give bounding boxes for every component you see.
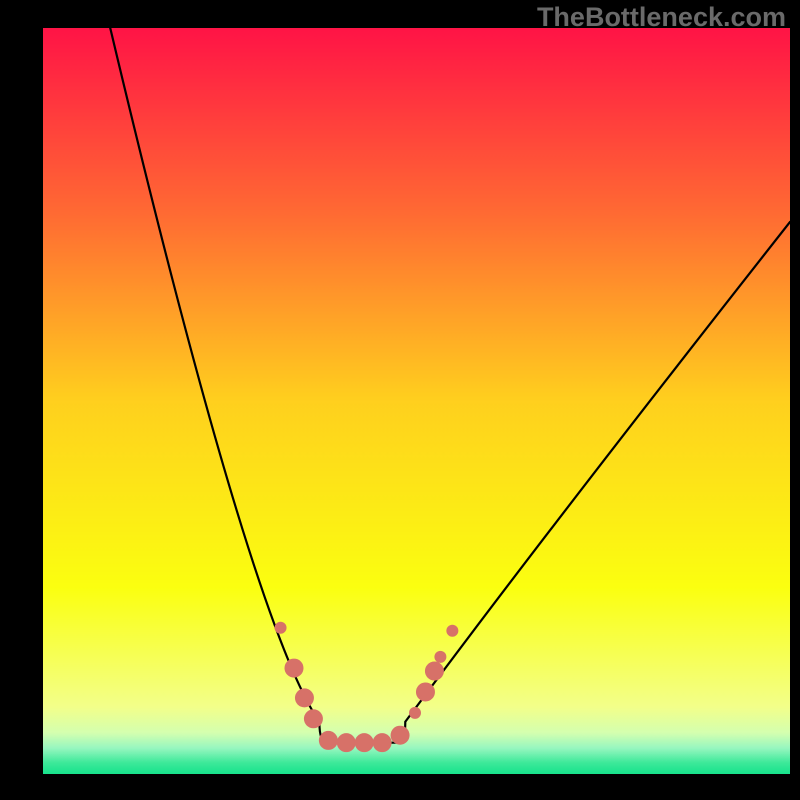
marker-point: [295, 688, 314, 707]
marker-point: [416, 682, 435, 701]
marker-point: [409, 707, 421, 719]
marker-point: [425, 662, 444, 681]
chart-overlay: [43, 28, 790, 774]
plot-area: [43, 28, 790, 774]
marker-point: [275, 622, 287, 634]
marker-point: [284, 659, 303, 678]
marker-point: [446, 625, 458, 637]
marker-point: [304, 709, 323, 728]
marker-point: [319, 731, 338, 750]
marker-point: [337, 733, 356, 752]
marker-point: [391, 726, 410, 745]
marker-point: [373, 733, 392, 752]
marker-point: [434, 651, 446, 663]
marker-point: [355, 733, 374, 752]
